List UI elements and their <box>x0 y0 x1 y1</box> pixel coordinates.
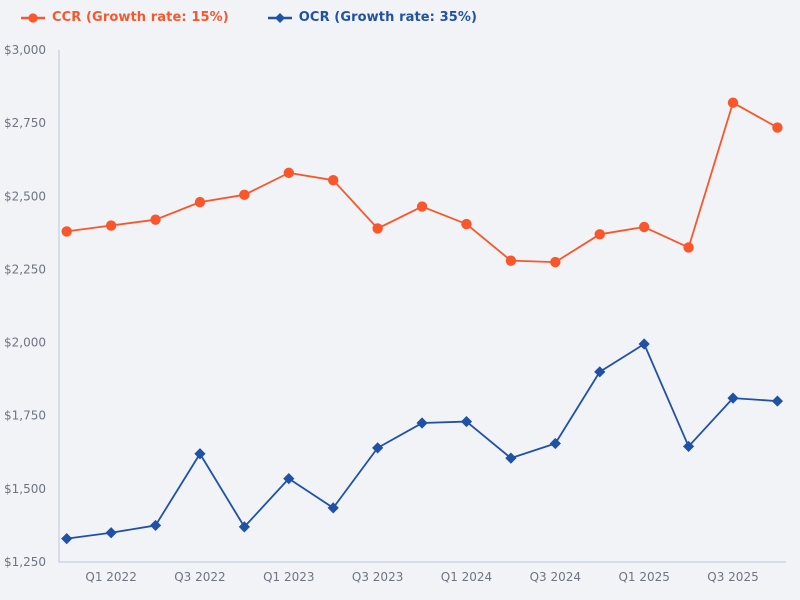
ccr-data-point[interactable] <box>283 167 294 179</box>
ccr-data-point[interactable] <box>372 223 383 234</box>
ocr-data-point[interactable] <box>505 452 517 464</box>
ocr-data-point[interactable] <box>283 473 295 485</box>
ocr-data-point[interactable] <box>594 366 606 378</box>
ocr-data-point[interactable] <box>194 448 206 460</box>
ccr-data-point[interactable] <box>727 97 739 108</box>
ocr-data-point[interactable] <box>727 392 739 404</box>
ccr-data-point[interactable] <box>505 255 517 266</box>
x-tick-label: Q1 2024 <box>441 570 492 584</box>
x-tick-label: Q3 2024 <box>530 570 581 584</box>
y-tick-label: $2,500 <box>4 189 46 203</box>
ccr-data-point[interactable] <box>594 229 605 240</box>
x-tick-label: Q1 2025 <box>618 570 669 584</box>
legend-label-ccr: CCR (Growth rate: 15%) <box>52 10 229 25</box>
y-tick-label: $2,250 <box>4 262 46 276</box>
ccr-data-point[interactable] <box>150 214 161 225</box>
y-tick-label: $1,250 <box>4 555 46 569</box>
ccr-data-point[interactable] <box>194 196 206 208</box>
ocr-legend-marker-icon <box>267 12 292 23</box>
ocr-data-point[interactable] <box>638 338 650 350</box>
ocr-data-point[interactable] <box>416 417 428 429</box>
ocr-data-point[interactable] <box>61 532 73 545</box>
ccr-data-point[interactable] <box>772 122 783 133</box>
ocr-series-line <box>66 343 778 540</box>
x-tick-label: Q3 2023 <box>352 570 403 584</box>
legend-item-ccr[interactable]: CCR (Growth rate: 15%) <box>20 10 229 25</box>
ccr-data-point[interactable] <box>683 242 694 253</box>
axis-lines <box>58 50 786 563</box>
ocr-data-point[interactable] <box>149 519 162 532</box>
ocr-data-point[interactable] <box>771 395 784 407</box>
y-tick-label: $3,000 <box>4 43 46 57</box>
y-tick-label: $1,500 <box>4 482 46 496</box>
x-tick-label: Q1 2022 <box>85 570 136 584</box>
ocr-data-point[interactable] <box>327 502 339 514</box>
ocr-data-point[interactable] <box>105 527 117 539</box>
ccr-data-point[interactable] <box>416 201 428 212</box>
ocr-data-point[interactable] <box>549 437 561 450</box>
ccr-data-point[interactable] <box>638 221 650 233</box>
ocr-data-point[interactable] <box>238 521 250 533</box>
ccr-data-point[interactable] <box>328 174 339 186</box>
ccr-data-point[interactable] <box>239 189 250 201</box>
ccr-legend-marker-icon <box>21 12 45 23</box>
ccr-series-line <box>66 101 778 264</box>
ocr-data-point[interactable] <box>372 442 384 454</box>
legend-label-ocr: OCR (Growth rate: 35%) <box>298 10 478 25</box>
ocr-data-point[interactable] <box>460 415 473 428</box>
ccr-data-point[interactable] <box>105 220 117 231</box>
y-tick-label: $1,750 <box>4 409 46 423</box>
x-tick-label: Q1 2023 <box>263 570 314 584</box>
x-tick-label: Q3 2022 <box>174 570 225 584</box>
y-tick-label: $2,750 <box>4 116 46 130</box>
chart-legend: CCR (Growth rate: 15%) OCR (Growth rate:… <box>20 10 477 25</box>
ccr-data-point[interactable] <box>550 256 561 268</box>
legend-item-ocr[interactable]: OCR (Growth rate: 35%) <box>267 10 477 25</box>
ocr-data-point[interactable] <box>682 440 695 453</box>
ccr-data-point[interactable] <box>461 218 472 230</box>
x-tick-label: Q3 2025 <box>707 570 758 584</box>
ccr-data-point[interactable] <box>61 226 72 237</box>
y-tick-label: $2,000 <box>4 336 46 350</box>
